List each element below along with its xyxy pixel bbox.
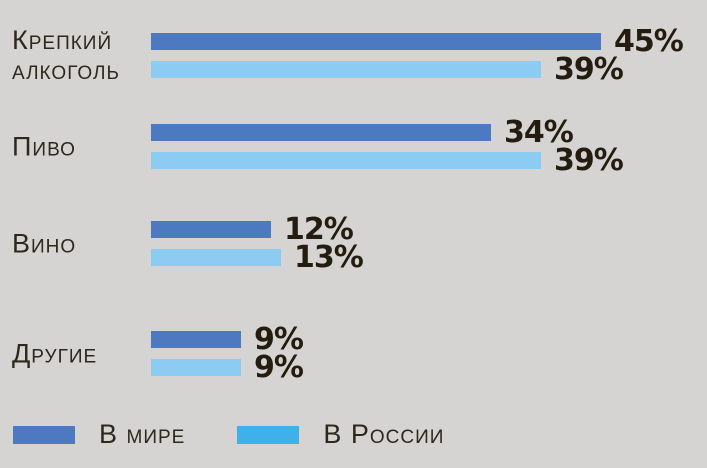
bar-russia: [151, 61, 541, 78]
legend-item-russia: В России: [237, 419, 444, 450]
bar-russia: [151, 249, 281, 266]
value-label: 34%: [504, 115, 574, 150]
legend-swatch-world: [13, 425, 75, 444]
chart-row: Крепкий алкоголь 45% 39%: [0, 24, 707, 87]
legend-label-russia: В России: [323, 419, 445, 449]
bar-line: 13%: [151, 240, 364, 275]
value-label: 12%: [284, 212, 354, 247]
bar-line: 9%: [151, 322, 304, 357]
bar-line: 9%: [151, 350, 304, 385]
value-label: 39%: [554, 52, 624, 87]
bar-line: 34%: [151, 115, 574, 150]
value-label: 9%: [254, 350, 304, 385]
chart-row: Вино 12% 13%: [0, 212, 707, 275]
bar-world: [151, 33, 601, 50]
category-label: Другие: [12, 338, 98, 369]
legend-swatch-russia: [237, 425, 300, 444]
category-label: Пиво: [12, 131, 76, 162]
category-label: Крепкий алкоголь: [12, 24, 120, 86]
bar-world: [151, 221, 271, 238]
bar-russia: [151, 152, 541, 169]
value-label: 13%: [294, 240, 364, 275]
bar-line: 39%: [151, 143, 624, 178]
bar-line: 39%: [151, 52, 624, 87]
bar-line: 12%: [151, 212, 354, 247]
chart-row: Пиво 34% 39%: [0, 115, 707, 178]
value-label: 45%: [614, 24, 684, 59]
bar-world: [151, 124, 491, 141]
bar-line: 45%: [151, 24, 684, 59]
legend-label-world: В мире: [99, 419, 186, 449]
bar-world: [151, 331, 241, 348]
legend-item-world: В мире: [13, 419, 185, 450]
chart-row: Другие 9% 9%: [0, 322, 707, 385]
category-label: Вино: [12, 228, 77, 259]
chart-legend: В мире В России: [13, 419, 444, 450]
bar-russia: [151, 359, 241, 376]
value-label: 9%: [254, 322, 304, 357]
value-label: 39%: [554, 143, 624, 178]
